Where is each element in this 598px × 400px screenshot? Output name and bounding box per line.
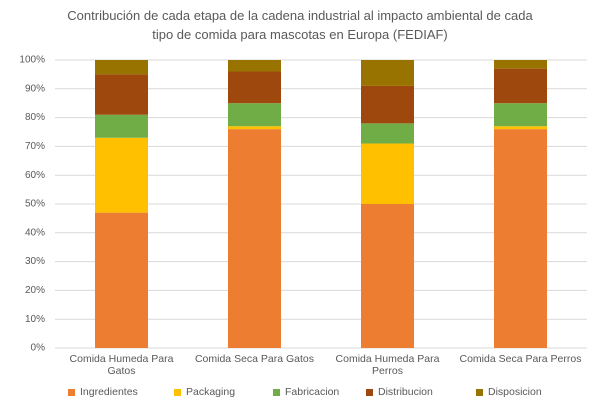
- bar-segment: [361, 85, 414, 124]
- x-tick-label: Comida Seca Para Perros: [459, 353, 582, 365]
- bar-segment: [361, 143, 414, 204]
- legend-swatch: [366, 388, 373, 396]
- legend-label: Ingredientes: [80, 386, 138, 398]
- legend-swatch: [174, 388, 181, 396]
- legend-item: Distribucion: [366, 386, 433, 398]
- bar-segment: [95, 137, 148, 213]
- bar-segment: [494, 126, 547, 130]
- bar-segment: [361, 123, 414, 144]
- legend-label: Packaging: [186, 386, 236, 398]
- bar-segment: [494, 103, 547, 127]
- y-tick-label: 70%: [25, 141, 45, 152]
- y-tick-label: 80%: [25, 112, 45, 123]
- y-tick-label: 0%: [31, 343, 46, 354]
- legend-label: Disposicion: [488, 386, 542, 398]
- bar-segment: [494, 68, 547, 104]
- legend-item: Ingredientes: [68, 386, 138, 398]
- y-tick-label: 40%: [25, 227, 45, 238]
- y-tick-label: 90%: [25, 83, 45, 94]
- bar-segment: [228, 103, 281, 127]
- x-tick-label: Comida Humeda Para Gatos: [69, 353, 174, 377]
- bar-segment: [494, 60, 547, 69]
- x-tick-label: Comida Humeda Para Perros: [335, 353, 440, 377]
- bar-segment: [95, 74, 148, 115]
- bar-segment: [228, 126, 281, 130]
- bar-segment: [95, 212, 148, 348]
- legend-swatch: [476, 388, 483, 396]
- legend-swatch: [68, 388, 75, 396]
- y-tick-label: 30%: [25, 256, 45, 267]
- legend-swatch: [273, 388, 280, 396]
- bar-segment: [228, 60, 281, 72]
- y-tick-label: 10%: [25, 314, 45, 325]
- chart-title: Contribución de cada etapa de la cadena …: [67, 8, 533, 42]
- y-tick-label: 60%: [25, 170, 45, 181]
- bar-segment: [361, 204, 414, 348]
- y-tick-label: 50%: [25, 199, 45, 210]
- bar-segment: [95, 114, 148, 138]
- bar-segment: [494, 129, 547, 348]
- legend-label: Distribucion: [378, 386, 433, 398]
- bar-segment: [228, 71, 281, 104]
- bar-segment: [95, 60, 148, 75]
- legend-item: Packaging: [174, 386, 235, 398]
- legend-item: Fabricacion: [273, 386, 339, 398]
- y-tick-label: 20%: [25, 285, 45, 296]
- bar-segment: [361, 60, 414, 86]
- x-tick-label: Comida Seca Para Gatos: [194, 353, 315, 365]
- y-tick-label: 100%: [19, 55, 45, 66]
- legend-item: Disposicion: [476, 386, 542, 398]
- legend-label: Fabricacion: [285, 386, 340, 398]
- bar-segment: [228, 129, 281, 348]
